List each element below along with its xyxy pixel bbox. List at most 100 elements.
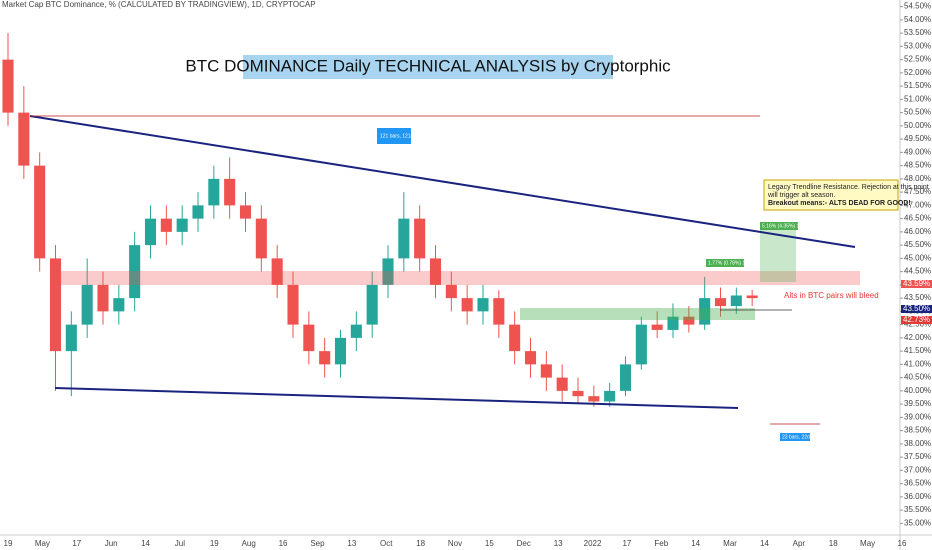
x-tick-label: 13 <box>347 539 356 548</box>
plot-area <box>0 0 900 535</box>
support-trendline <box>54 387 739 409</box>
candle-body <box>49 258 62 352</box>
x-tick-label: 17 <box>622 539 631 548</box>
annotation: Legacy Trendline Resistance. Rejection a… <box>768 184 929 191</box>
candle-body <box>255 218 267 259</box>
x-tick-label: Dec <box>517 539 531 548</box>
y-axis: 35.00% 35.50% 36.00% 36.50% 37.00% 37.50% 38.0… <box>900 2 931 527</box>
x-tick-label: 16 <box>279 539 288 548</box>
y-tick-label: 50.00% <box>904 121 931 130</box>
price-tag <box>901 280 932 288</box>
candle-body <box>113 298 125 312</box>
measure-label: Alts in BTC pairs will bleed <box>784 291 879 300</box>
y-tick-label: 41.00% <box>904 359 931 368</box>
candle-body <box>509 324 521 352</box>
y-tick-label: 50.50% <box>904 108 931 117</box>
annotation: will trigger alt season. <box>767 192 835 199</box>
candle-body <box>287 284 299 325</box>
candle-body <box>18 112 30 166</box>
x-tick-label: May <box>35 539 50 548</box>
y-tick-label: 36.50% <box>904 479 931 488</box>
support-zone <box>520 308 755 320</box>
y-tick-label: 47.00% <box>904 200 931 209</box>
x-tick-label: 18 <box>416 539 425 548</box>
x-tick-label: 15 <box>485 539 494 548</box>
price-label: 42.73% <box>903 315 930 324</box>
y-tick-label: 35.00% <box>904 518 931 527</box>
candle-body <box>572 390 584 397</box>
y-tick-label: 42.50% <box>904 320 931 329</box>
y-tick-label: 41.50% <box>904 346 931 355</box>
candle-body <box>81 284 93 325</box>
header: Market Cap BTC Dominance, % (CALCULATED … <box>2 0 316 9</box>
measure-label: 5.16% (4.35%) 19d <box>762 223 805 229</box>
y-tick-label: 46.00% <box>904 227 931 236</box>
y-tick-label: 40.50% <box>904 373 931 382</box>
y-tick-label: 53.50% <box>904 28 931 37</box>
measure-label: 1.77% (0.78%) 17d <box>708 260 751 266</box>
candle-body <box>604 390 616 402</box>
x-tick-label: Sep <box>310 539 325 548</box>
y-tick-label: 52.50% <box>904 55 931 64</box>
x-tick-label: Aug <box>242 539 256 548</box>
y-tick-label: 47.50% <box>904 187 931 196</box>
candle-body <box>524 351 537 365</box>
x-tick-label: 19 <box>4 539 13 548</box>
x-tick-label: 14 <box>141 539 150 548</box>
candle-body <box>619 364 632 391</box>
y-tick-label: 45.00% <box>904 253 931 262</box>
candle-body <box>477 298 489 312</box>
candle-body <box>34 165 46 259</box>
y-tick-label: 35.50% <box>904 505 931 514</box>
candle-body <box>192 205 204 219</box>
candle-body <box>271 258 283 285</box>
price-label: 43.50% <box>903 304 930 313</box>
x-tick-label: May <box>860 539 875 548</box>
title-bg <box>243 55 613 79</box>
y-tick-label: 54.00% <box>904 15 931 24</box>
candle-body <box>2 59 14 113</box>
candle-body <box>414 218 426 259</box>
candle-body <box>667 316 679 330</box>
candle-body <box>382 258 394 285</box>
y-tick-label: 49.00% <box>904 147 931 156</box>
x-tick-label: 17 <box>72 539 81 548</box>
candle-body <box>350 324 362 338</box>
x-tick-label: Jul <box>175 539 185 548</box>
candle-body <box>683 316 695 325</box>
x-tick-label: Jun <box>105 539 118 548</box>
candle-body <box>334 337 347 365</box>
candles <box>2 33 758 407</box>
candle-body <box>65 324 77 352</box>
x-tick-label: Feb <box>654 539 668 548</box>
y-tick-label: 38.50% <box>904 426 931 435</box>
y-tick-label: 51.50% <box>904 81 931 90</box>
label-bg <box>760 222 798 230</box>
y-tick-label: 53.00% <box>904 41 931 50</box>
price-label: 43.59% <box>903 279 930 288</box>
y-tick-label: 40.00% <box>904 386 931 395</box>
candle-body <box>208 178 220 206</box>
x-tick-label: 19 <box>210 539 219 548</box>
label-bg <box>706 259 744 267</box>
y-tick-label: 48.00% <box>904 174 931 183</box>
y-tick-label: 44.50% <box>904 267 931 276</box>
x-tick-label: 18 <box>829 539 838 548</box>
candle-body <box>224 178 236 206</box>
measure-label: 23 bars, 22d <box>782 434 810 440</box>
candle-body <box>176 218 188 232</box>
y-tick-label: 38.00% <box>904 439 931 448</box>
x-tick-label: 14 <box>691 539 700 548</box>
y-tick-label: 51.00% <box>904 94 931 103</box>
y-tick-label: 54.50% <box>904 2 931 11</box>
price-tag <box>901 305 932 313</box>
label-bg <box>377 128 411 144</box>
x-tick-label: Nov <box>448 539 462 548</box>
x-tick-label: 16 <box>898 539 907 548</box>
candle-body <box>319 351 331 365</box>
chart-title: BTC DOMINANCE Daily TECHNICAL ANALYSIS b… <box>185 56 671 75</box>
candle-body <box>635 324 647 365</box>
y-tick-label: 46.50% <box>904 214 931 223</box>
x-tick-label: 14 <box>760 539 769 548</box>
candle-body <box>445 284 457 299</box>
